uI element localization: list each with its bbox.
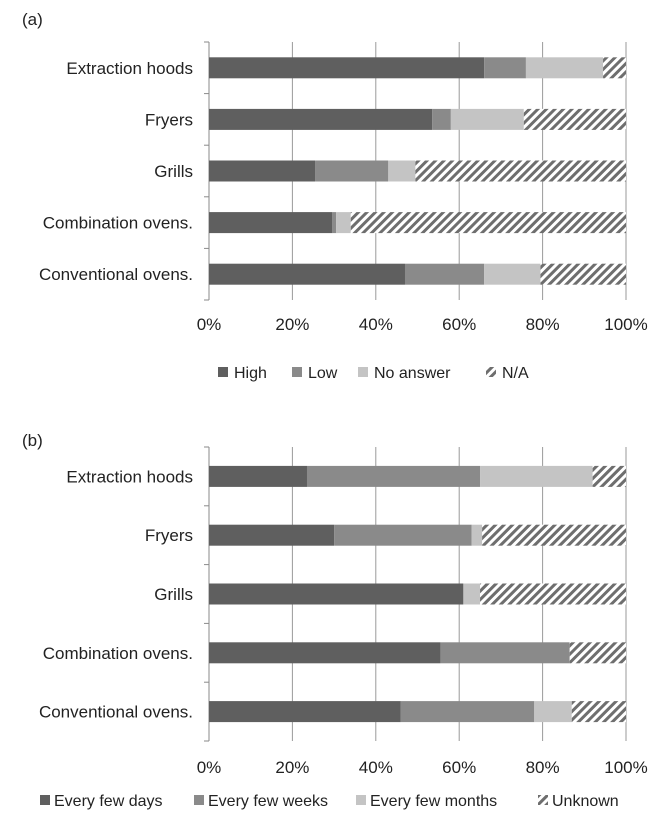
bar-segment: [569, 642, 626, 664]
panel-label: (b): [22, 431, 43, 450]
category-label: Conventional ovens.: [39, 265, 193, 284]
bar-segment: [209, 701, 401, 723]
panel-label: (a): [22, 10, 43, 29]
bar-segment: [209, 642, 441, 664]
x-tick-label: 60%: [442, 758, 476, 777]
x-tick-label: 20%: [275, 758, 309, 777]
legend-label: Every few weeks: [208, 793, 328, 810]
bar-segment: [603, 57, 626, 79]
x-tick-label: 100%: [604, 758, 647, 777]
legend-label: Low: [308, 365, 338, 382]
bar-segment: [471, 524, 483, 546]
bar-segment: [400, 701, 535, 723]
bar-segment: [209, 263, 405, 285]
legend-label: Unknown: [552, 793, 619, 810]
category-label: Conventional ovens.: [39, 703, 193, 722]
bar-segment: [334, 524, 472, 546]
category-label: Extraction hoods: [66, 467, 193, 486]
x-tick-label: 60%: [442, 315, 476, 334]
bar-segment: [592, 465, 626, 487]
legend-swatch: [292, 367, 302, 377]
legend-swatch: [538, 795, 548, 805]
x-tick-label: 40%: [359, 315, 393, 334]
x-tick-label: 0%: [197, 758, 222, 777]
bar-segment: [209, 160, 316, 182]
bar-segment: [484, 57, 526, 79]
x-tick-label: 80%: [526, 758, 560, 777]
bar-segment: [450, 108, 524, 130]
bar-segment: [523, 108, 626, 130]
bar-segment: [315, 160, 389, 182]
legend-label: Every few months: [370, 793, 497, 810]
legend-swatch: [194, 795, 204, 805]
bar-segment: [525, 57, 604, 79]
bar-segment: [480, 583, 626, 605]
category-label: Fryers: [145, 526, 193, 545]
category-label: Combination ovens.: [43, 214, 193, 233]
category-label: Combination ovens.: [43, 644, 193, 663]
legend-swatch: [40, 795, 50, 805]
panel-a: (a) Extraction hoods Fryers Grills Combinati…: [22, 10, 648, 382]
bar-segment: [484, 263, 541, 285]
bar-segment: [463, 583, 481, 605]
bar-segment: [388, 160, 416, 182]
legend-label: No answer: [374, 365, 451, 382]
bar-segment: [404, 263, 485, 285]
legend-label: Every few days: [54, 793, 162, 810]
category-label: Grills: [154, 162, 193, 181]
legend-swatch: [218, 367, 228, 377]
bar-segment: [440, 642, 570, 664]
bar-segment: [209, 524, 335, 546]
category-label: Grills: [154, 585, 193, 604]
bar-segment: [209, 465, 307, 487]
legend-label: N/A: [502, 365, 529, 382]
bar-segment: [540, 263, 626, 285]
legend-swatch: [358, 367, 368, 377]
category-label: Extraction hoods: [66, 59, 193, 78]
bar-segment: [209, 108, 433, 130]
bar-segment: [332, 212, 337, 234]
x-tick-label: 20%: [275, 315, 309, 334]
bar-segment: [209, 57, 485, 79]
bar-segment: [209, 212, 333, 234]
bar-segment: [350, 212, 626, 234]
bar-segment: [306, 465, 481, 487]
bar-segment: [480, 465, 593, 487]
bar-segment: [209, 583, 464, 605]
legend-label: High: [234, 365, 267, 382]
legend-swatch: [486, 367, 496, 377]
x-tick-label: 80%: [526, 315, 560, 334]
bar-segment: [534, 701, 572, 723]
legend-swatch: [356, 795, 366, 805]
category-label: Fryers: [145, 110, 193, 129]
panel-b: (b) Extraction hoods Fryers Grills Combinati…: [22, 431, 648, 810]
bar-segment: [336, 212, 351, 234]
bar-segment: [415, 160, 626, 182]
bar-segment: [571, 701, 626, 723]
x-tick-label: 100%: [604, 315, 647, 334]
bar-segment: [432, 108, 451, 130]
x-tick-label: 0%: [197, 315, 222, 334]
x-tick-label: 40%: [359, 758, 393, 777]
bar-segment: [482, 524, 626, 546]
